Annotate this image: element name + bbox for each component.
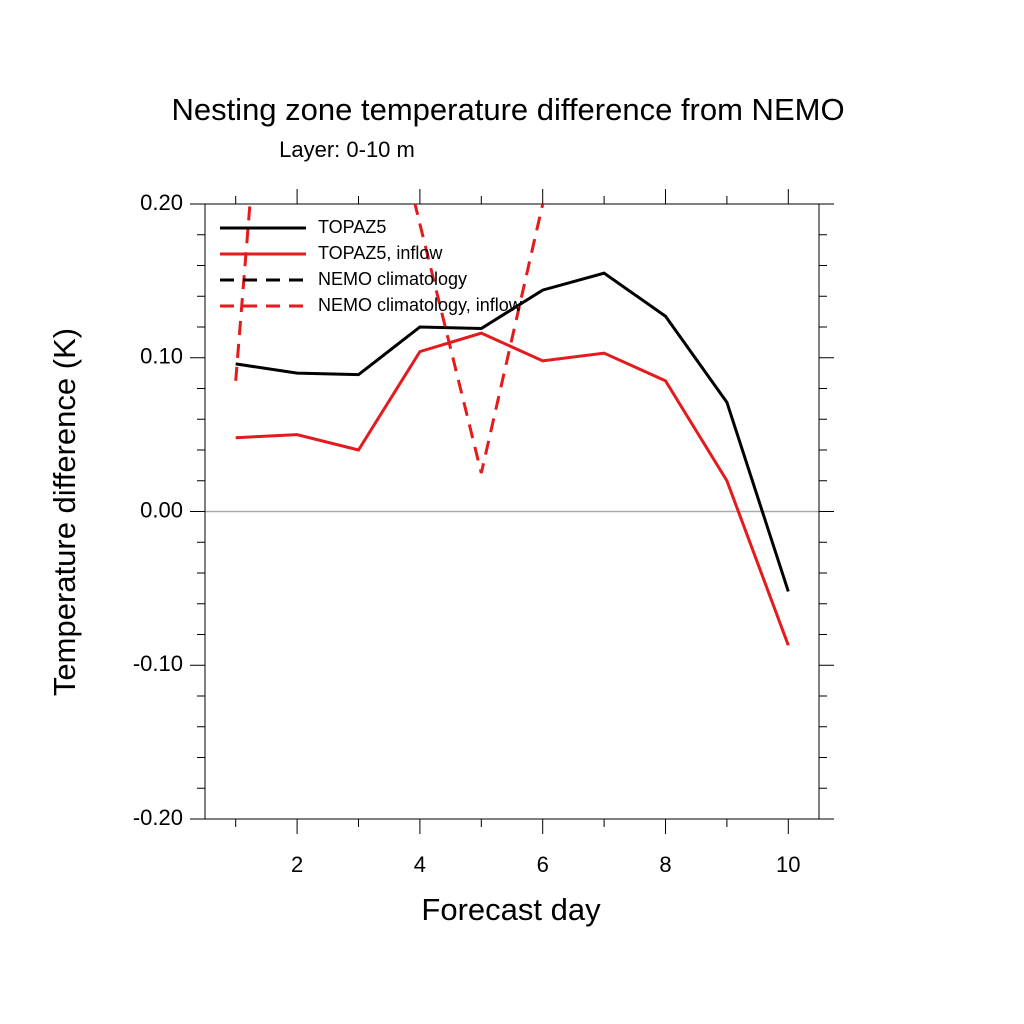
x-tick-label: 6 (537, 852, 549, 877)
y-tick-label: 0.20 (140, 190, 183, 215)
x-tick-label: 10 (776, 852, 800, 877)
legend-label: NEMO climatology (318, 269, 467, 289)
y-tick-label: 0.10 (140, 344, 183, 369)
y-tick-label: 0.00 (140, 497, 183, 522)
y-axis-label: Temperature difference (K) (47, 328, 82, 696)
series-line (235, 331, 790, 646)
x-tick-label: 2 (291, 852, 303, 877)
x-tick-label: 8 (659, 852, 671, 877)
legend-label: TOPAZ5, inflow (318, 243, 443, 263)
y-tick-label: -0.20 (133, 805, 183, 830)
chart-subtitle: Layer: 0-10 m (279, 137, 415, 162)
legend-label: NEMO climatology, inflow (318, 295, 523, 315)
x-axis-label: Forecast day (421, 892, 601, 927)
y-tick-label: -0.10 (133, 651, 183, 676)
series-line (235, 271, 790, 592)
series-line (234, 204, 545, 474)
x-tick-label: 4 (414, 852, 426, 877)
plot-area (234, 204, 790, 646)
legend-label: TOPAZ5 (318, 217, 386, 237)
chart-title: Nesting zone temperature difference from… (171, 92, 844, 127)
